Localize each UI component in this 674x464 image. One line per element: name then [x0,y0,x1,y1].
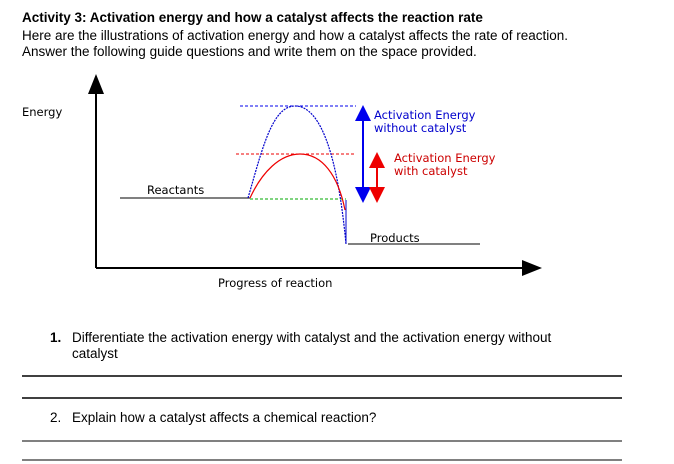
title: Activity 3: Activation energy and how a … [22,10,483,25]
question-number: 2. [50,410,61,425]
x-axis-label: Progress of reaction [218,276,332,290]
catalyzed-label: with catalyst [394,164,468,178]
question-number: 1. [50,330,61,345]
intro-line: Here are the illustrations of activation… [22,28,568,43]
uncatalyzed-label: without catalyst [374,121,467,135]
y-axis-label: Energy [22,105,62,119]
products-label: Products [370,231,420,245]
uncatalyzed-label: Activation Energy [374,108,476,122]
catalyzed-label: Activation Energy [394,151,496,165]
reactants-label: Reactants [147,183,204,197]
question-text: Explain how a catalyst affects a chemica… [72,410,376,425]
question-text: catalyst [72,346,118,361]
uncatalyzed-curve [247,105,347,245]
question-text: Differentiate the activation energy with… [72,330,552,345]
intro-line: Answer the following guide questions and… [22,44,477,59]
catalyzed-curve [249,153,346,211]
diagram: Energy Progress of reaction Reactants Pr… [22,74,542,290]
